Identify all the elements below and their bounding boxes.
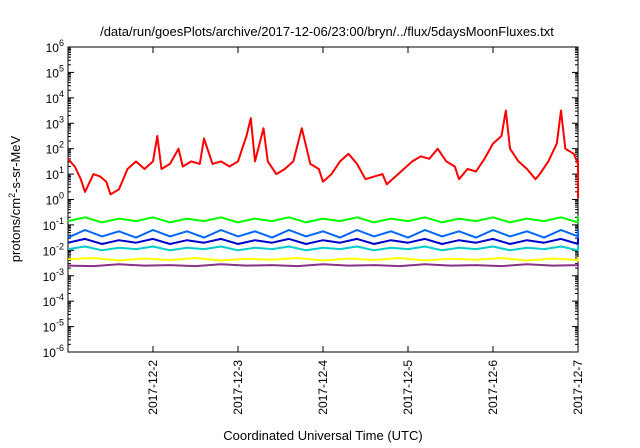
- x-tick-label: 2017-12-6: [486, 360, 500, 415]
- x-tick-label: 2017-12-4: [316, 360, 330, 415]
- y-tick-label: 10-5: [43, 318, 64, 335]
- y-tick-label: 10-6: [43, 343, 64, 360]
- y-tick-label: 106: [46, 38, 64, 55]
- y-axis: 106 105 104 103 102 101 100 10-1 10-2 10-3 10-4 10-…: [43, 38, 578, 360]
- series-line: [67, 263, 579, 268]
- y-tick-label: 100: [46, 191, 64, 208]
- y-tick-label: 10-1: [43, 216, 64, 233]
- y-tick-label: 104: [46, 89, 64, 106]
- y-axis-label-base: protons/cm: [8, 198, 23, 262]
- series-line: [67, 216, 579, 224]
- y-tick-label: 10-4: [43, 292, 64, 309]
- series-line: [67, 109, 579, 199]
- series-line: [67, 237, 579, 245]
- x-axis-label: Coordinated Universal Time (UTC): [223, 428, 422, 443]
- plot-frame: [67, 46, 579, 353]
- series-line: [67, 257, 579, 262]
- x-axis: 2017-12-2 2017-12-3 2017-12-4 2017-12-5 2017…: [146, 47, 585, 415]
- y-tick-label: 102: [46, 140, 64, 157]
- y-tick-label: 103: [46, 114, 64, 131]
- y-axis-label-rest: -s-sr-MeV: [8, 135, 23, 192]
- x-tick-label: 2017-12-7: [571, 360, 585, 415]
- y-tick-label: 10-2: [43, 241, 64, 258]
- series-line: [67, 245, 579, 252]
- series-layer: [67, 109, 579, 268]
- series-line: [67, 229, 579, 239]
- x-tick-label: 2017-12-3: [231, 360, 245, 415]
- y-axis-label-sup: 2: [7, 193, 17, 198]
- x-tick-label: 2017-12-2: [146, 360, 160, 415]
- x-tick-label: 2017-12-5: [401, 360, 415, 415]
- y-axis-label: protons/cm2-s-sr-MeV: [7, 135, 23, 262]
- y-tick-label: 101: [46, 165, 64, 182]
- chart-title: /data/run/goesPlots/archive/2017-12-06/2…: [100, 24, 554, 39]
- y-tick-label: 105: [46, 63, 64, 80]
- y-tick-label: 10-3: [43, 267, 64, 284]
